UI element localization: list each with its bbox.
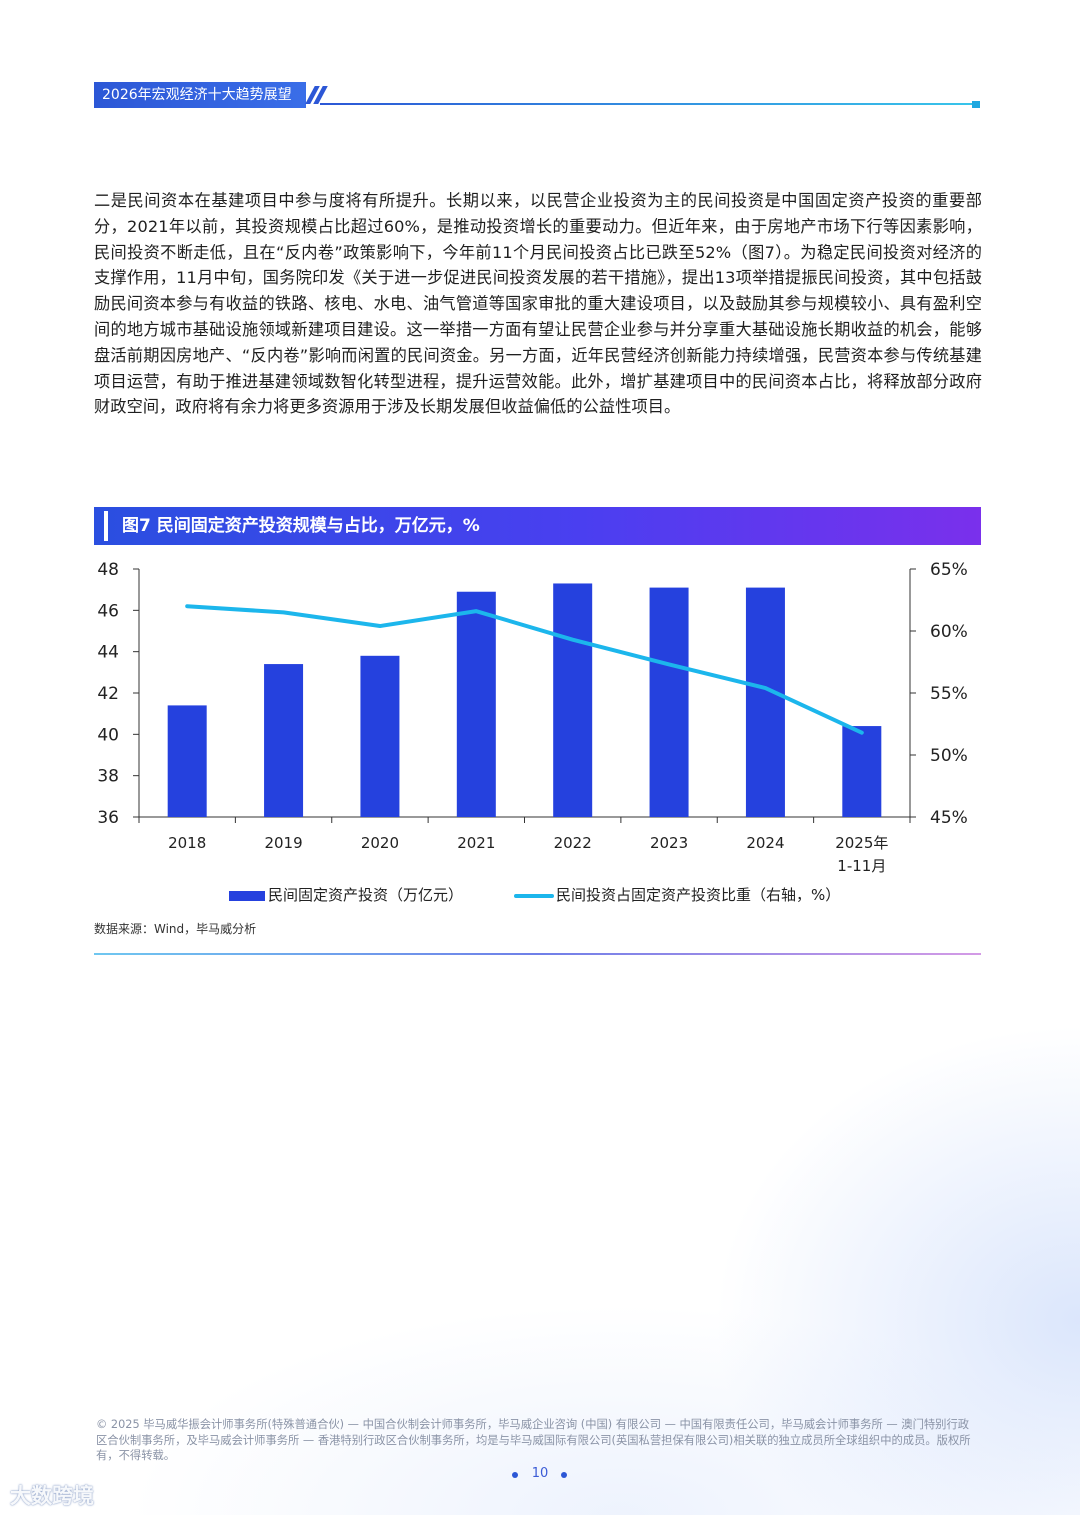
- copyright-notice: © 2025 毕马威华振会计师事务所(特殊普通合伙) — 中国合伙制会计师事务所…: [96, 1418, 971, 1462]
- share-line: [185, 604, 864, 735]
- left-tick-label: 44: [97, 643, 119, 663]
- bar-2: [360, 655, 400, 817]
- right-tick-label: 55%: [930, 684, 968, 704]
- x-tick-label: 2022: [554, 834, 592, 852]
- x-tick-label: 2019: [264, 834, 302, 852]
- x-tick-label: 2025年: [835, 834, 888, 852]
- right-tick-label: 45%: [930, 808, 968, 828]
- bar-4: [553, 583, 593, 817]
- figure-title: 图7 民间固定资产投资规模与占比，万亿元，%: [94, 507, 981, 545]
- left-tick-label: 42: [97, 684, 119, 704]
- left-tick-label: 36: [97, 808, 119, 828]
- legend-line-label: 民间投资占固定资产投资比重（右轴，%）: [556, 886, 841, 904]
- page-number: 10: [531, 1466, 549, 1481]
- bar-0: [167, 705, 207, 817]
- x-tick-label: 1-11月: [837, 857, 886, 875]
- left-tick-label: 46: [97, 601, 119, 621]
- x-tick-label: 2023: [650, 834, 688, 852]
- right-tick-label: 65%: [930, 560, 968, 580]
- bar-5: [649, 587, 689, 817]
- x-tick-label: 2024: [746, 834, 784, 852]
- figure-divider: [94, 953, 981, 955]
- page-header: 2026年宏观经济十大趋势展望: [94, 82, 981, 110]
- header-rule: [320, 103, 976, 105]
- right-tick-label: 50%: [930, 746, 968, 766]
- legend-bar-swatch: [229, 891, 265, 901]
- bar-3: [456, 591, 496, 817]
- body-paragraph: 二是民间资本在基建项目中参与度将有所提升。长期以来，以民营企业投资为主的民间投资…: [94, 191, 982, 417]
- left-tick-label: 48: [97, 560, 119, 580]
- combo-chart: 36 38 40 42 44 46 48 45% 50% 55% 60% 65% 2018 2019 202…: [97, 560, 968, 875]
- bar-1: [264, 664, 304, 817]
- bar-6: [745, 587, 785, 817]
- header-end-marker: [972, 101, 980, 108]
- page-dot-left: [512, 1472, 518, 1478]
- bar-7: [842, 726, 882, 817]
- figure-title-accent: [104, 511, 108, 541]
- right-tick-label: 60%: [930, 622, 968, 642]
- left-tick-label: 40: [97, 725, 119, 745]
- watermark-logo: 大数跨境: [10, 1484, 94, 1508]
- x-tick-label: 2021: [457, 834, 495, 852]
- data-source: 数据来源：Wind，毕马威分析: [94, 922, 257, 936]
- left-tick-label: 38: [97, 767, 119, 787]
- report-title-tab: 2026年宏观经济十大趋势展望: [94, 82, 306, 108]
- x-tick-label: 2020: [361, 834, 399, 852]
- legend-line-swatch: [514, 894, 554, 898]
- page-dot-right: [561, 1472, 567, 1478]
- x-tick-label: 2018: [168, 834, 206, 852]
- legend-bar-label: 民间固定资产投资（万亿元）: [268, 886, 464, 904]
